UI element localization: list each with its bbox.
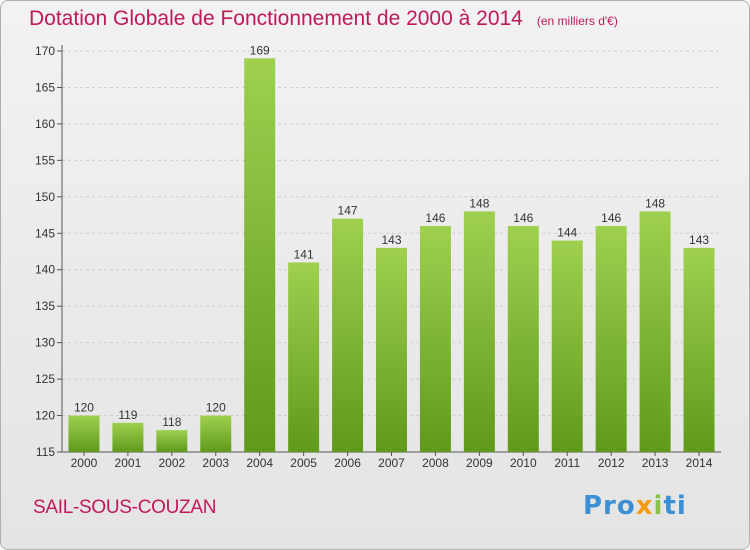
y-tick-label: 140 [35, 263, 55, 277]
value-label-2013: 148 [645, 196, 665, 210]
y-tick-label: 160 [35, 117, 55, 131]
x-tick-label-2004: 2004 [246, 456, 273, 470]
y-tick-label: 115 [36, 445, 55, 459]
x-tick-label-2002: 2002 [158, 456, 185, 470]
x-tick-label-2005: 2005 [290, 456, 317, 470]
proxiti-logo: Proxiti [583, 491, 687, 521]
y-tick-label: 145 [35, 226, 55, 240]
bar-2008 [419, 225, 451, 452]
value-label-2014: 143 [689, 233, 709, 247]
bar-2014 [683, 247, 715, 452]
value-label-2011: 144 [557, 226, 577, 240]
y-tick-label: 130 [35, 336, 55, 350]
x-tick-label-2014: 2014 [686, 456, 713, 470]
y-tick-label: 150 [35, 190, 55, 204]
x-tick-label-2007: 2007 [378, 456, 405, 470]
bar-2005 [288, 262, 320, 452]
bar-2007 [376, 247, 407, 452]
x-tick-label-2001: 2001 [115, 456, 142, 470]
y-tick-label: 135 [35, 299, 55, 313]
value-label-2003: 120 [206, 401, 226, 415]
x-tick-label-2000: 2000 [71, 456, 98, 470]
value-label-2001: 119 [118, 408, 137, 422]
x-tick-label-2006: 2006 [334, 456, 361, 470]
x-tick-label-2012: 2012 [598, 456, 625, 470]
bar-2009 [463, 211, 495, 452]
bar-2006 [332, 218, 364, 452]
chart-title: Dotation Globale de Fonctionnement de 20… [29, 7, 618, 31]
value-label-2008: 146 [425, 211, 445, 225]
value-label-2009: 148 [469, 196, 489, 210]
bar-2003 [200, 415, 232, 452]
chart-subtitle: (en milliers d'€) [536, 14, 618, 28]
value-label-2006: 147 [338, 204, 358, 218]
commune-name: SAIL-SOUS-COUZAN [33, 497, 217, 518]
bar-2001 [112, 422, 144, 452]
value-label-2005: 141 [294, 247, 314, 261]
y-tick-label: 125 [35, 372, 55, 386]
y-tick-label: 120 [35, 409, 55, 423]
value-label-2002: 118 [162, 415, 181, 429]
bar-2011 [551, 240, 583, 452]
x-tick-label-2011: 2011 [554, 456, 580, 470]
bar-2004 [244, 58, 276, 453]
x-tick-label-2003: 2003 [202, 456, 229, 470]
x-tick-label-2009: 2009 [466, 456, 493, 470]
x-tick-label-2013: 2013 [642, 456, 669, 470]
chart-title-text: Dotation Globale de Fonctionnement de 20… [29, 7, 523, 30]
x-tick-label-2010: 2010 [510, 456, 537, 470]
bar-2012 [595, 225, 627, 452]
bar-2000 [68, 415, 100, 452]
y-tick-label: 155 [35, 153, 55, 167]
value-label-2012: 146 [601, 211, 621, 225]
value-label-2000: 120 [74, 401, 94, 415]
y-tick-label: 165 [35, 80, 55, 94]
bar-2013 [639, 211, 671, 452]
value-label-2010: 146 [513, 211, 533, 225]
x-tick-label-2008: 2008 [422, 456, 449, 470]
value-label-2004: 169 [250, 43, 270, 57]
bar-2010 [507, 225, 539, 452]
y-tick-label: 170 [35, 44, 55, 58]
value-label-2007: 143 [381, 233, 401, 247]
bar-2002 [156, 430, 188, 452]
